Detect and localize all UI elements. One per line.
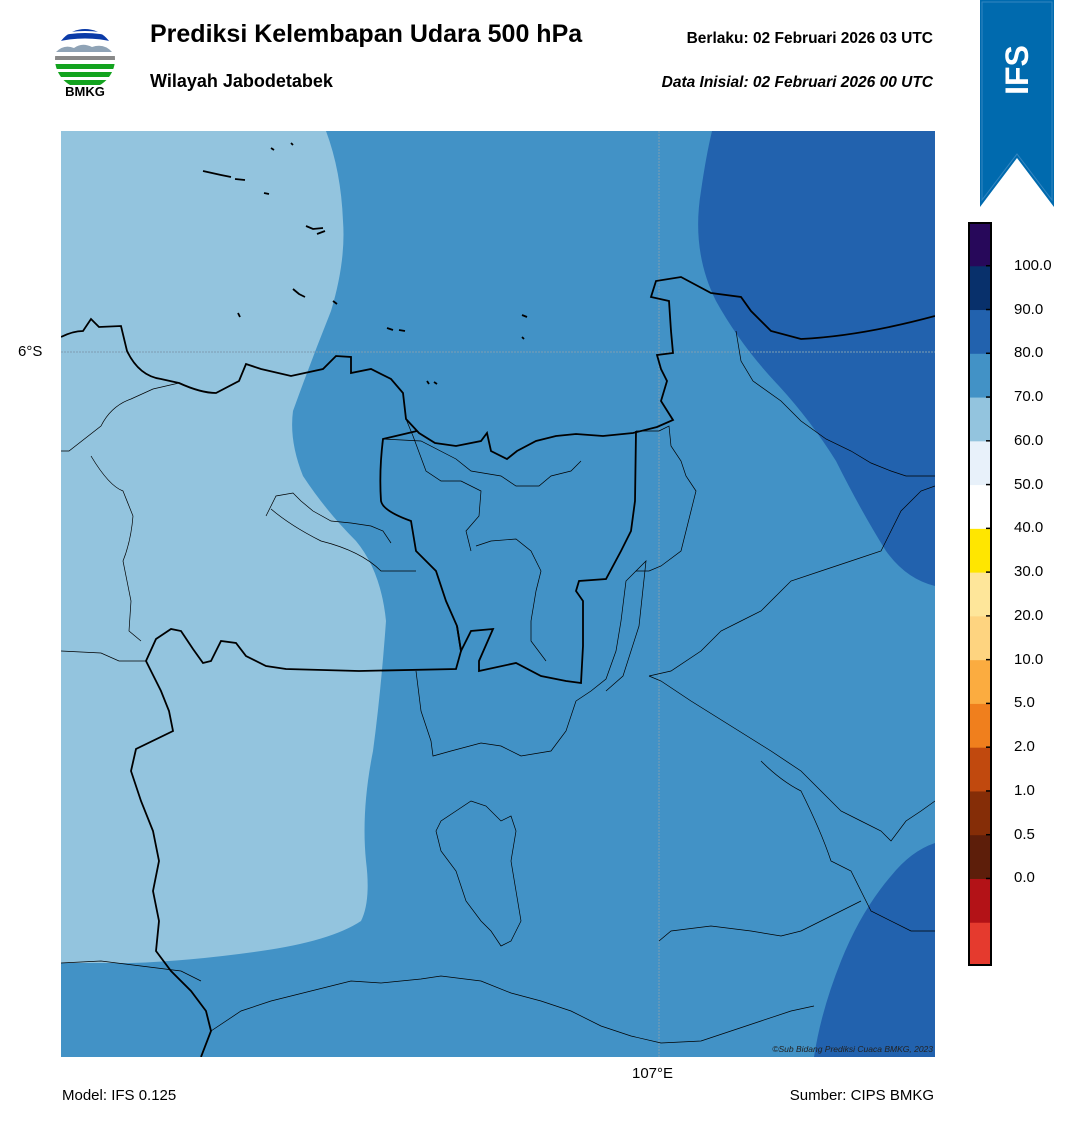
colorbar-tick-label: 0.0 — [1014, 869, 1035, 887]
islands — [202, 142, 528, 385]
colorbar-segment — [968, 878, 992, 923]
colorbar-segment — [968, 703, 992, 748]
colorbar — [968, 222, 992, 966]
colorbar-tick-label: 2.0 — [1014, 738, 1035, 756]
band-80-90-ne — [698, 131, 935, 586]
colorbar-segment — [968, 747, 992, 792]
source-label: Sumber: CIPS BMKG — [789, 1087, 934, 1104]
colorbar-segment — [968, 484, 992, 529]
model-tag: IFS — [999, 45, 1035, 95]
colorbar-segment — [968, 265, 992, 311]
colorbar-tick-label: 1.0 — [1014, 781, 1035, 799]
colorbar-segment — [968, 309, 992, 354]
colorbar-segment — [968, 790, 992, 836]
map-subtitle: Wilayah Jabodetabek — [150, 71, 333, 91]
valid-time: Berlaku: 02 Februari 2026 03 UTC — [686, 30, 933, 47]
colorbar-segment — [968, 528, 992, 573]
colorbar-tick-label: 30.0 — [1014, 563, 1044, 581]
colorbar-tick-label: 5.0 — [1014, 694, 1035, 712]
logo-text: BMKG — [65, 84, 105, 99]
colorbar-tick-label: 60.0 — [1014, 431, 1044, 449]
colorbar-segment — [968, 353, 992, 398]
regency-boundaries — [61, 330, 935, 1044]
colorbar-tick-label: 90.0 — [1014, 300, 1044, 318]
lon-tick-label: 107°E — [632, 1065, 674, 1082]
jakarta-boundary — [456, 430, 637, 685]
model-tag-text: IFS — [999, 45, 1035, 95]
band-60-70 — [61, 131, 386, 963]
model-ribbon — [980, 0, 1054, 207]
band-80-90-se — [814, 843, 935, 1057]
bmkg-logo — [55, 29, 115, 89]
colorbar-tick-label: 50.0 — [1014, 475, 1044, 493]
colorbar-tick-label: 20.0 — [1014, 606, 1044, 624]
colorbar-tick-label: 100.0 — [1014, 256, 1052, 274]
model-label: Model: IFS 0.125 — [62, 1087, 177, 1104]
colorbar-tick-label: 40.0 — [1014, 519, 1044, 537]
initial-time: Data Inisial: 02 Februari 2026 00 UTC — [661, 74, 933, 91]
colorbar-segment — [968, 222, 992, 267]
colorbar-segment — [968, 440, 992, 486]
colorbar-segment — [968, 922, 992, 966]
colorbar-segment — [968, 659, 992, 704]
colorbar-segment — [968, 397, 992, 442]
lat-tick-label: 6°S — [18, 343, 43, 360]
map-title: Prediksi Kelembapan Udara 500 hPa — [150, 20, 583, 48]
colorbar-segment — [968, 615, 992, 661]
credit-text: ©Sub Bidang Prediksi Cuaca BMKG, 2023 — [772, 1044, 933, 1054]
colorbar-tick-label: 70.0 — [1014, 388, 1044, 406]
colorbar-tick-label: 10.0 — [1014, 650, 1044, 668]
humidity-map — [61, 131, 935, 1057]
colorbar-tick-label: 80.0 — [1014, 344, 1044, 362]
colorbar-segment — [968, 572, 992, 617]
colorbar-tick-label: 0.5 — [1014, 825, 1035, 843]
coastline — [61, 276, 935, 461]
colorbar-segment — [968, 834, 992, 879]
province-boundary — [130, 430, 462, 1057]
